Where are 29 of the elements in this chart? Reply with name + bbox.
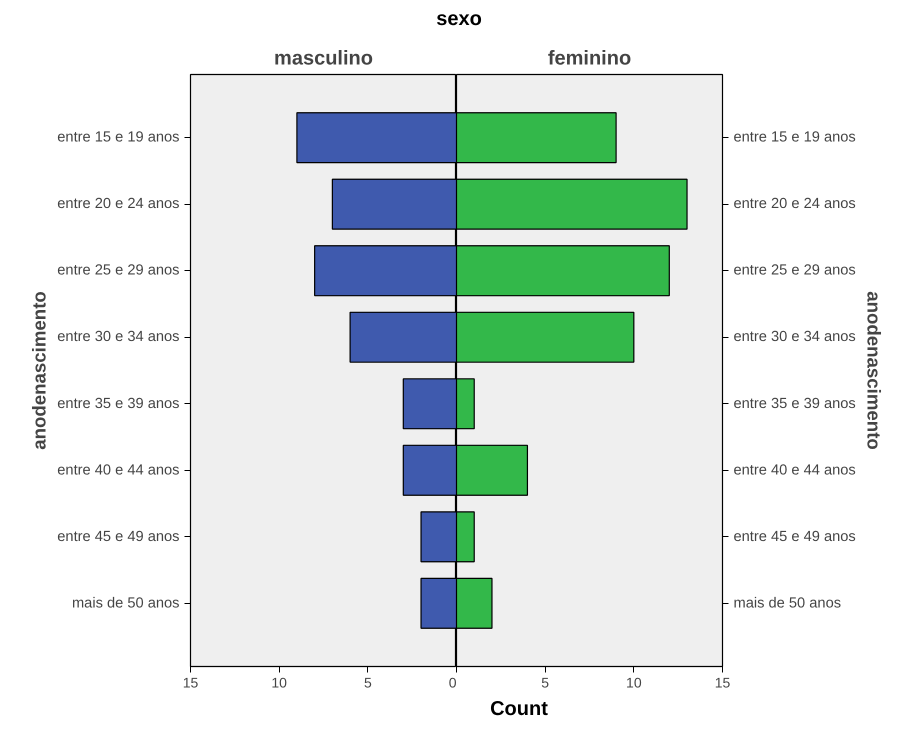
- x-axis-title: Count: [490, 697, 548, 722]
- y-tick-label: mais de 50 anos: [72, 595, 180, 612]
- y-axis-title: anodenascimento: [28, 291, 50, 450]
- y-tick-label: entre 25 e 29 anos: [734, 262, 856, 279]
- y-tick-label: entre 15 e 19 anos: [734, 130, 856, 146]
- chart-title: feminino: [548, 48, 632, 70]
- y-tick-label: entre 35 e 39 anos: [734, 396, 856, 412]
- x-tick-label: 10: [626, 674, 642, 690]
- y-tick-label: entre 20 e 24 anos: [57, 196, 180, 212]
- x-tick-label: 15: [182, 674, 198, 690]
- x-tick-label: 15: [714, 674, 730, 690]
- x-tick-label: 10: [271, 674, 288, 690]
- y-tick-label: entre 25 e 29 anos: [57, 262, 180, 279]
- y2-axis-title: anodenascimento: [864, 291, 885, 450]
- y-tick-label: entre 40 e 44 anos: [734, 462, 856, 478]
- x-tick-label: 0: [448, 674, 457, 690]
- x-tick-label: 5: [364, 674, 372, 690]
- y-tick-label: entre 45 e 49 anos: [57, 528, 180, 545]
- y-tick-label: entre 20 e 24 anos: [734, 196, 856, 212]
- x-tick-label: 5: [541, 674, 550, 690]
- text: sexo: [436, 7, 482, 32]
- y-tick-label: entre 45 e 49 anos: [734, 528, 856, 545]
- y-tick-label: entre 40 e 44 anos: [57, 462, 180, 478]
- y-tick-label: mais de 50 anos: [734, 595, 842, 612]
- y-tick-label: entre 30 e 34 anos: [57, 329, 180, 346]
- chart-title: masculino: [274, 48, 373, 70]
- y-tick-label: entre 30 e 34 anos: [734, 329, 856, 346]
- y-tick-label: entre 15 e 19 anos: [57, 130, 180, 146]
- y-tick-label: entre 35 e 39 anos: [57, 396, 180, 412]
